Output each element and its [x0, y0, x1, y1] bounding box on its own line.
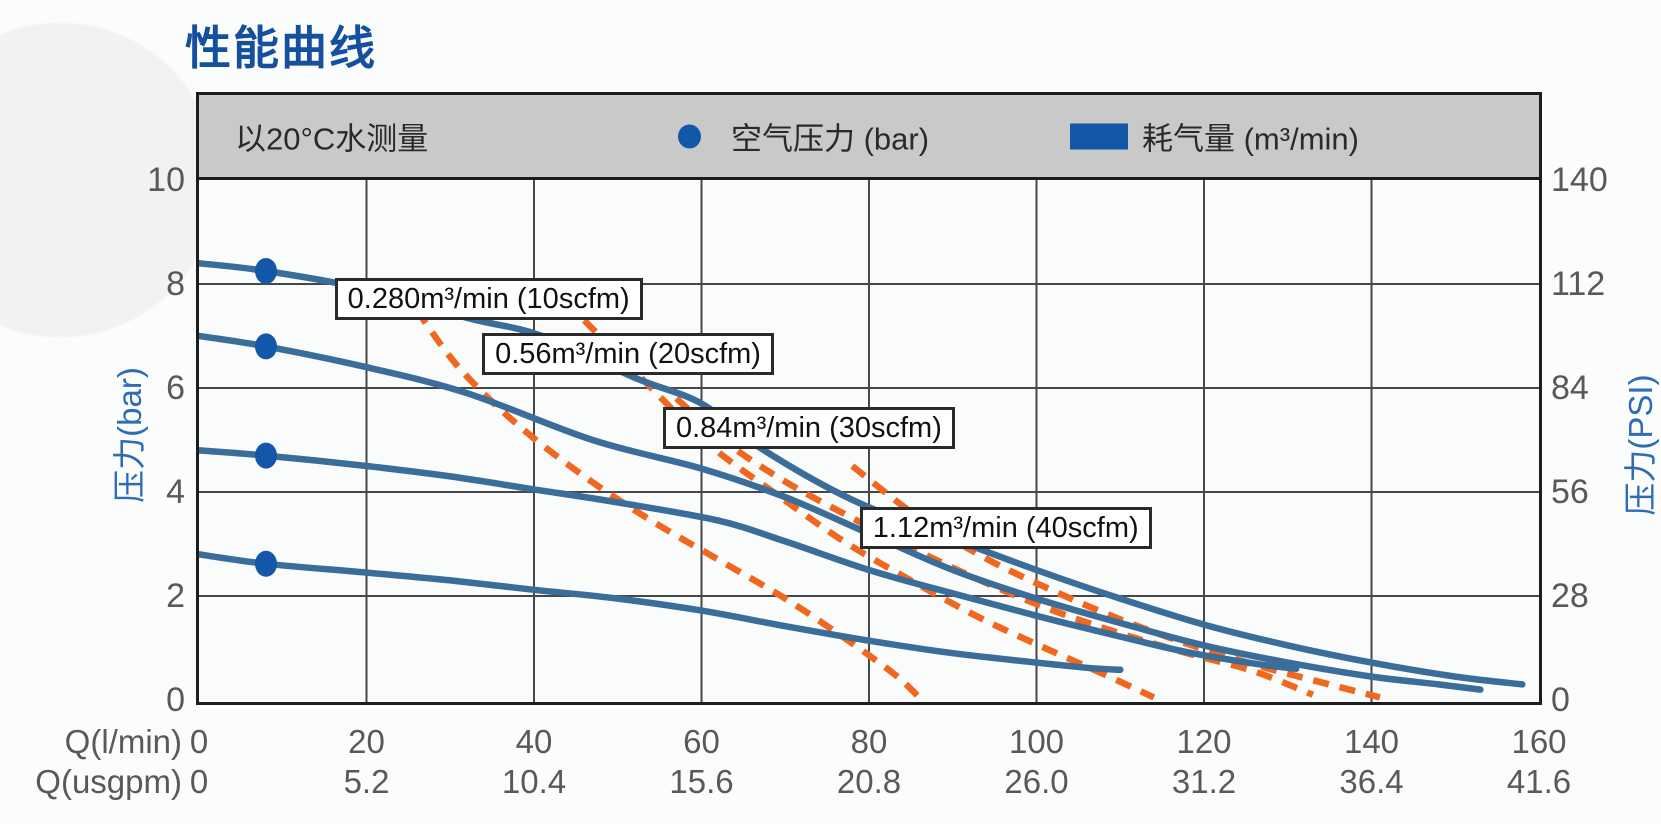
chart-frame: 以20°C水测量 空气压力 (bar) 耗气量 (m³/min)	[196, 92, 1542, 705]
pressure-curve-40scfm	[199, 551, 1124, 674]
curve-label-10scfm: 0.280m³/min (10scfm)	[334, 277, 643, 320]
y-left-tick: 4	[166, 473, 185, 511]
x-lmin-tick: 140	[1343, 723, 1400, 760]
x-lmin-tick: 120	[1176, 723, 1232, 760]
legend-air-pressure: 空气压力 (bar)	[678, 114, 929, 159]
consumption-curve-10scfm	[414, 308, 922, 700]
y-right-tick: 28	[1551, 577, 1589, 615]
x-usgpm-tick: 36.4	[1339, 763, 1404, 800]
pressure-marker-dot	[255, 442, 277, 469]
y-left-tick: 10	[147, 161, 185, 199]
y-axis-right-title: 压力(PSI)	[1622, 374, 1659, 516]
consumption-curve-40scfm	[850, 463, 1381, 701]
curve-label-20scfm: 0.56m³/min (20scfm)	[482, 332, 774, 375]
legend-air-pressure-label: 空气压力 (bar)	[731, 121, 930, 157]
x-lmin-tick: 80	[850, 723, 888, 760]
consumption-swatch-icon	[1070, 123, 1128, 149]
y-left-tick: 0	[166, 681, 185, 719]
curve-label-40scfm: 1.12m³/min (40scfm)	[859, 506, 1152, 549]
x-usgpm-tick: 5.2	[343, 763, 390, 800]
x-lmin-tick: 60	[683, 723, 720, 760]
legend-band: 以20°C水测量 空气压力 (bar) 耗气量 (m³/min)	[199, 95, 1539, 180]
x-usgpm-tick: 26.0	[1004, 763, 1069, 800]
x-axis-lmin-title: Q(l/min)	[64, 723, 182, 760]
measurement-note: 以20°C水测量	[235, 121, 429, 157]
x-usgpm-tick: 31.2	[1171, 763, 1237, 800]
y-left-tick: 2	[166, 577, 185, 615]
y-axis-left-title: 压力(bar)	[111, 367, 148, 503]
legend-air-consumption: 耗气量 (m³/min)	[1070, 114, 1359, 159]
x-axis-usgpm-title: Q(usgpm)	[35, 763, 182, 800]
pressure-curve-30scfm	[199, 447, 1300, 673]
x-lmin-tick: 40	[515, 723, 553, 760]
x-lmin-tick: 160	[1511, 723, 1567, 760]
pressure-dot-icon	[678, 124, 701, 148]
x-usgpm-tick: 41.6	[1506, 763, 1572, 800]
y-right-tick: 140	[1551, 161, 1608, 199]
x-usgpm-tick: 20.8	[836, 763, 902, 800]
y-left-tick: 6	[166, 369, 185, 407]
y-left-tick: 8	[166, 265, 185, 303]
y-right-tick: 84	[1551, 369, 1589, 407]
y-right-tick: 112	[1551, 265, 1606, 303]
pressure-marker-dot	[255, 333, 277, 360]
x-usgpm-tick: 15.6	[669, 763, 734, 800]
y-right-tick: 56	[1551, 473, 1589, 511]
page-title: 性能曲线	[185, 22, 377, 74]
x-lmin-tick: 100	[1008, 723, 1065, 760]
x-lmin-tick: 20	[348, 723, 385, 760]
pressure-marker-dot	[255, 550, 277, 577]
legend-air-consumption-label: 耗气量 (m³/min)	[1142, 121, 1359, 157]
x-usgpm-tick: 10.4	[501, 763, 567, 800]
y-right-tick: 0	[1551, 681, 1570, 719]
x-usgpm-tick: 0	[189, 763, 209, 800]
x-lmin-tick: 0	[189, 723, 209, 760]
pressure-marker-dot	[255, 258, 277, 284]
consumption-curve-20scfm	[581, 318, 1156, 701]
curve-label-30scfm: 0.84m³/min (30scfm)	[662, 407, 955, 450]
